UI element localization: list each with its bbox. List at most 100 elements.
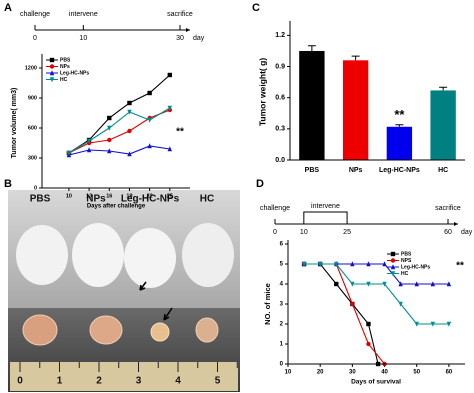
marker (107, 137, 112, 143)
series-line (304, 263, 385, 365)
x-tick-label: 13 (86, 193, 92, 199)
marker (301, 261, 307, 267)
timeline-arrow (454, 222, 458, 226)
tumor (195, 317, 219, 343)
x-tick-label: 25 (167, 193, 173, 199)
ruler-label: 1 (57, 376, 63, 387)
marker (382, 261, 387, 267)
marker (107, 115, 112, 121)
y-axis-label: Tumor volume( mm3) (11, 88, 18, 159)
marker (127, 151, 132, 157)
marker (350, 281, 355, 287)
legend-label: Leg-HC-NPs (60, 70, 89, 76)
marker (66, 150, 72, 156)
marker (147, 90, 152, 96)
tumor (22, 314, 58, 346)
x-tick-label: 40 (381, 370, 388, 376)
marker (147, 117, 152, 123)
timeline-tick-label: 0 (273, 229, 277, 236)
x-tick-label: Leg-HC-NPs (379, 167, 420, 174)
bar (299, 50, 325, 160)
x-tick-label: 30 (349, 370, 356, 376)
group-label: HC (200, 194, 214, 205)
mouse (182, 223, 234, 287)
marker (366, 341, 371, 347)
timeline-event: intervene (69, 11, 98, 18)
timeline-tick-label: 30 (176, 35, 184, 42)
panel-label: A (4, 2, 12, 14)
y-tick-label: 0.6 (275, 95, 285, 102)
marker (127, 109, 132, 115)
marker (382, 281, 387, 287)
timeline-arrow (186, 28, 190, 32)
tumor (150, 322, 170, 342)
timeline-tick-label: 0 (33, 35, 37, 42)
marker (147, 143, 152, 149)
y-tick-label: 0 (34, 185, 37, 191)
legend-label: HC (401, 271, 409, 277)
x-tick-label: 60 (446, 370, 453, 376)
series-line (68, 145, 170, 156)
timeline-tick-label: 10 (79, 35, 87, 42)
marker (446, 281, 452, 287)
tumor (89, 315, 123, 345)
x-tick-label: 19 (126, 193, 132, 199)
bar (430, 90, 456, 160)
timeline-unit: day (193, 35, 205, 42)
bar (342, 60, 369, 160)
x-axis-label: Days of survival (351, 379, 401, 386)
marker (334, 281, 339, 287)
y-tick-label: 900 (28, 95, 37, 101)
photo (8, 190, 240, 392)
x-tick-label: 20 (317, 370, 324, 376)
group-label: PBS (30, 194, 51, 205)
marker (398, 301, 403, 307)
x-axis-label: Days after challenge (87, 204, 146, 210)
timeline-tick-label: 10 (300, 229, 308, 236)
legend-marker (49, 57, 55, 63)
legend-marker (390, 258, 396, 263)
group-label: Leg-HC-NPs (121, 194, 180, 205)
panel-label: C (252, 2, 260, 14)
ruler-label: 5 (215, 376, 221, 387)
x-tick-label: 10 (66, 193, 72, 199)
marker (334, 261, 339, 267)
y-tick-label: 3 (280, 302, 284, 308)
error-bar (307, 45, 316, 51)
y-tick-label: 0.3 (275, 126, 285, 133)
annotation: ** (176, 127, 184, 138)
y-tick-label: 0 (280, 362, 284, 368)
ruler (10, 362, 238, 391)
legend-label: NPs (60, 64, 70, 70)
timeline-tick-label: 25 (343, 229, 351, 236)
y-axis-label: Tumor weight( g) (257, 58, 267, 126)
y-tick-label: 0.9 (275, 63, 285, 70)
legend-label: HC (60, 77, 68, 83)
timeline-event: challenge (260, 205, 290, 212)
marker (107, 125, 112, 131)
legend-label: PBS (401, 251, 412, 257)
marker (107, 148, 112, 154)
y-tick-label: 6 (280, 242, 284, 248)
y-tick-label: 4 (280, 282, 284, 288)
legend-marker (390, 264, 396, 270)
ruler-label: 0 (17, 376, 23, 387)
legend-label: Leg-HC-NPs (401, 264, 430, 270)
x-tick-label: 22 (147, 193, 153, 199)
marker (366, 321, 371, 327)
mouse (124, 228, 176, 288)
mouse (72, 223, 124, 287)
arrow (163, 307, 173, 321)
y-tick-label: 2 (280, 322, 284, 328)
legend-marker (390, 271, 396, 277)
legend-label: PBS (60, 57, 71, 63)
marker (430, 321, 436, 327)
y-tick-label: 0.0 (275, 157, 285, 164)
x-tick-label: 16 (106, 193, 112, 199)
marker (446, 321, 452, 327)
x-tick-label: 10 (285, 370, 292, 376)
marker (366, 261, 371, 267)
y-tick-label: 300 (28, 155, 37, 161)
